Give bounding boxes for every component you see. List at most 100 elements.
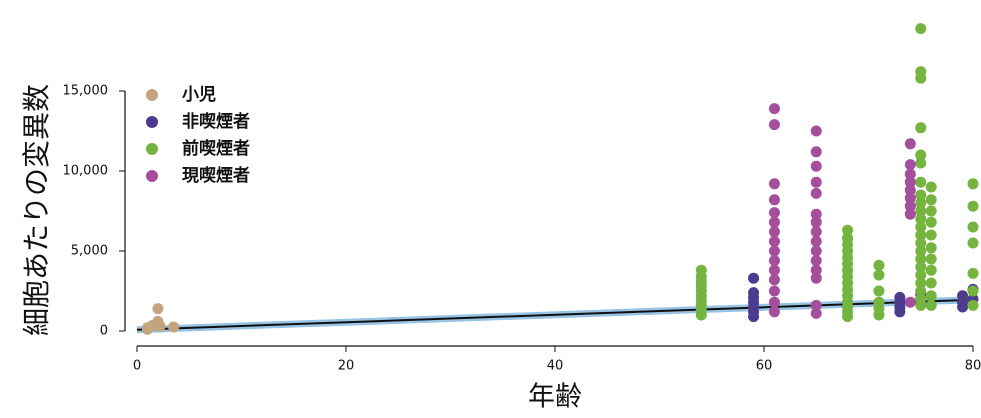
- point: [810, 245, 822, 257]
- point: [768, 178, 780, 190]
- y-tick-label: 15,000: [63, 84, 109, 99]
- point: [915, 261, 927, 273]
- point: [894, 291, 906, 303]
- point: [915, 176, 927, 188]
- point: [810, 160, 822, 172]
- legend-marker: [146, 170, 158, 182]
- point: [967, 221, 979, 233]
- point: [904, 296, 916, 308]
- point: [810, 226, 822, 238]
- point: [925, 299, 937, 311]
- point: [141, 323, 153, 335]
- point: [810, 216, 822, 228]
- point: [904, 159, 916, 171]
- point: [915, 157, 927, 169]
- fit-line: [136, 298, 974, 331]
- point: [768, 207, 780, 219]
- point: [904, 176, 916, 188]
- point: [748, 272, 760, 284]
- legend-marker: [146, 143, 158, 155]
- point: [915, 205, 927, 217]
- point: [810, 146, 822, 158]
- point: [967, 267, 979, 279]
- point: [925, 277, 937, 289]
- point: [768, 306, 780, 318]
- legend-label: 非喫煙者: [182, 111, 250, 132]
- point: [925, 181, 937, 193]
- y-axis-label: 細胞あたりの変異数: [20, 84, 53, 336]
- point: [957, 290, 969, 302]
- point: [915, 189, 927, 201]
- point: [810, 208, 822, 220]
- point: [810, 125, 822, 137]
- x-axis-label: 年齢: [528, 382, 582, 413]
- point: [915, 269, 927, 281]
- point: [915, 221, 927, 233]
- point: [768, 226, 780, 238]
- point: [915, 213, 927, 225]
- point: [904, 200, 916, 212]
- point: [904, 168, 916, 180]
- point: [925, 290, 937, 302]
- x-tick-label: 40: [547, 359, 564, 374]
- point: [768, 119, 780, 131]
- point: [152, 303, 164, 315]
- legend-label: 前喫煙者: [182, 138, 250, 159]
- point: [810, 235, 822, 247]
- point: [915, 122, 927, 134]
- point: [925, 229, 937, 241]
- point: [842, 224, 854, 236]
- point: [168, 321, 180, 333]
- point: [748, 287, 760, 299]
- point: [768, 194, 780, 206]
- point: [810, 176, 822, 188]
- point: [967, 237, 979, 249]
- legend-marker: [146, 116, 158, 128]
- point: [810, 255, 822, 267]
- point: [915, 253, 927, 265]
- y-tick-label: 10,000: [63, 164, 109, 179]
- point: [915, 293, 927, 305]
- point: [768, 216, 780, 228]
- point: [915, 245, 927, 257]
- point: [925, 194, 937, 206]
- point: [904, 192, 916, 204]
- point: [925, 216, 937, 228]
- point: [810, 272, 822, 284]
- x-tick-label: 20: [338, 359, 355, 374]
- point: [768, 285, 780, 297]
- point: [768, 235, 780, 247]
- point: [915, 237, 927, 249]
- point: [915, 285, 927, 297]
- point: [915, 277, 927, 289]
- point: [768, 274, 780, 286]
- point: [695, 264, 707, 276]
- y-tick-label: 0: [100, 324, 108, 339]
- point: [915, 149, 927, 161]
- point: [873, 259, 885, 271]
- point: [768, 264, 780, 276]
- legend-marker: [146, 89, 158, 101]
- point: [925, 264, 937, 276]
- point: [768, 245, 780, 257]
- point: [154, 320, 166, 332]
- y-tick-label: 5,000: [71, 244, 108, 259]
- legend-label: 小児: [182, 85, 216, 105]
- point: [967, 178, 979, 190]
- point: [873, 296, 885, 308]
- point: [904, 184, 916, 196]
- point: [925, 253, 937, 265]
- point: [842, 232, 854, 244]
- point: [810, 299, 822, 311]
- point: [915, 197, 927, 209]
- point: [925, 205, 937, 217]
- point: [915, 66, 927, 78]
- point: [925, 242, 937, 254]
- point: [873, 269, 885, 281]
- point: [904, 208, 916, 220]
- point: [915, 23, 927, 35]
- point: [873, 285, 885, 297]
- point: [768, 296, 780, 308]
- point: [915, 229, 927, 241]
